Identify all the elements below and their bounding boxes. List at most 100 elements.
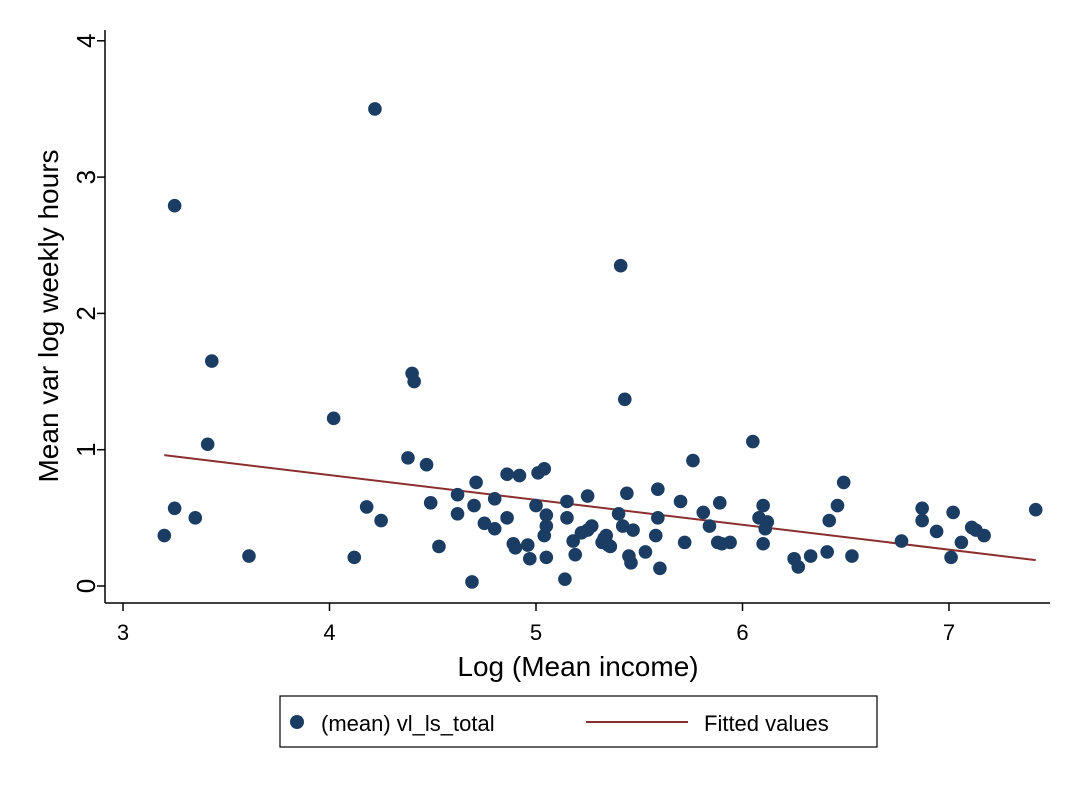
data-point bbox=[648, 528, 663, 543]
data-point bbox=[915, 513, 929, 528]
data-point bbox=[584, 519, 599, 533]
data-point bbox=[836, 475, 851, 490]
y-axis-ticks: 0 1 2 3 4 bbox=[71, 34, 105, 593]
data-point bbox=[359, 500, 374, 514]
data-point bbox=[560, 494, 574, 509]
data-point bbox=[651, 482, 665, 497]
x-axis-ticks: 3 4 5 6 7 bbox=[117, 603, 955, 645]
data-point bbox=[803, 549, 818, 563]
x-tick-label: 3 bbox=[117, 620, 129, 645]
data-point bbox=[615, 519, 630, 533]
plot-area: 0 1 2 3 4 3 4 5 6 7 bbox=[71, 30, 1050, 645]
data-point bbox=[242, 549, 256, 563]
data-point bbox=[167, 198, 182, 213]
data-point bbox=[487, 521, 502, 536]
data-point bbox=[760, 515, 775, 529]
data-point bbox=[539, 550, 554, 565]
data-point bbox=[638, 545, 653, 559]
legend-marker-scatter bbox=[290, 715, 304, 729]
data-point bbox=[326, 411, 341, 426]
data-point bbox=[537, 461, 552, 476]
legend-label-scatter: (mean) vl_ls_total bbox=[321, 711, 495, 736]
data-point bbox=[929, 524, 944, 539]
data-point bbox=[374, 513, 388, 528]
data-point bbox=[407, 374, 421, 389]
x-tick-label: 6 bbox=[736, 620, 748, 645]
data-point bbox=[529, 498, 543, 513]
legend-box bbox=[279, 695, 878, 748]
data-point bbox=[915, 501, 929, 516]
data-point bbox=[620, 486, 634, 501]
x-tick-label: 5 bbox=[530, 620, 542, 645]
data-point bbox=[954, 535, 969, 550]
data-point bbox=[712, 496, 727, 510]
data-point bbox=[791, 560, 806, 574]
data-point bbox=[539, 519, 554, 533]
data-point bbox=[756, 536, 770, 551]
data-point bbox=[651, 511, 665, 525]
data-point bbox=[347, 550, 362, 565]
data-point bbox=[188, 511, 203, 525]
data-point bbox=[167, 501, 182, 516]
data-point bbox=[580, 489, 595, 503]
data-point bbox=[157, 528, 172, 543]
data-point bbox=[465, 575, 479, 589]
data-point bbox=[432, 539, 446, 554]
x-axis-label: Log (Mean income) bbox=[457, 651, 698, 682]
fitted-values-line bbox=[164, 454, 1036, 562]
data-point bbox=[520, 538, 535, 552]
data-point bbox=[500, 511, 514, 525]
y-tick-label: 4 bbox=[71, 34, 101, 48]
data-point bbox=[624, 556, 638, 570]
data-point bbox=[686, 453, 700, 468]
data-point bbox=[508, 541, 523, 555]
data-point bbox=[568, 547, 583, 562]
y-tick-label: 3 bbox=[71, 170, 101, 184]
y-axis-label: Mean var log weekly hours bbox=[33, 149, 64, 482]
data-point bbox=[946, 505, 960, 520]
data-point bbox=[756, 498, 770, 513]
data-point bbox=[613, 258, 628, 273]
y-tick-label: 0 bbox=[71, 579, 101, 593]
data-point bbox=[611, 506, 626, 521]
data-point bbox=[702, 519, 717, 533]
data-point bbox=[539, 508, 554, 522]
fitted-line-layer bbox=[164, 454, 1036, 562]
data-point bbox=[603, 539, 618, 554]
data-point bbox=[944, 550, 958, 565]
data-point bbox=[450, 506, 465, 521]
data-point bbox=[830, 498, 845, 513]
data-point bbox=[200, 437, 215, 452]
data-point bbox=[566, 534, 580, 548]
x-tick-label: 4 bbox=[323, 620, 335, 645]
scatter-points-layer bbox=[157, 102, 1043, 589]
data-point bbox=[500, 467, 514, 482]
data-point bbox=[822, 513, 837, 528]
data-point bbox=[558, 572, 572, 586]
data-point bbox=[450, 487, 465, 502]
data-point bbox=[653, 561, 667, 576]
data-point bbox=[401, 451, 415, 465]
data-point bbox=[977, 528, 991, 543]
data-point bbox=[523, 551, 537, 566]
data-point bbox=[368, 102, 382, 116]
data-point bbox=[423, 496, 438, 510]
data-point bbox=[512, 468, 527, 483]
data-point bbox=[204, 354, 219, 368]
data-point bbox=[477, 516, 492, 531]
data-point bbox=[746, 434, 760, 449]
x-tick-label: 7 bbox=[943, 620, 955, 645]
legend-label-fitted: Fitted values bbox=[704, 711, 829, 736]
legend: (mean) vl_ls_total Fitted values bbox=[279, 695, 878, 748]
data-point bbox=[677, 535, 692, 550]
data-point bbox=[617, 392, 632, 407]
y-tick-label: 2 bbox=[71, 306, 101, 320]
data-point bbox=[419, 457, 434, 472]
data-point bbox=[673, 494, 688, 509]
data-point bbox=[560, 511, 574, 525]
data-point bbox=[1028, 502, 1043, 517]
data-point bbox=[820, 545, 834, 559]
data-point bbox=[894, 534, 909, 548]
data-point bbox=[469, 475, 483, 490]
